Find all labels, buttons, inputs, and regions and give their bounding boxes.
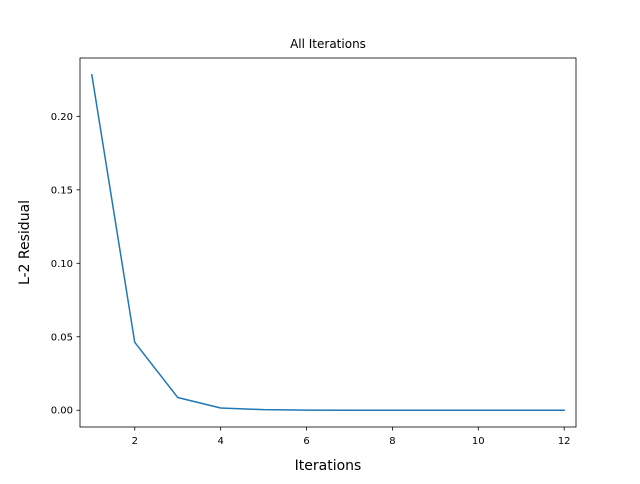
y-tick-label: 0.00 (51, 406, 73, 417)
x-tick-label: 10 (472, 436, 485, 447)
chart-title: All Iterations (290, 37, 366, 51)
x-axis-ticks: 2 4 6 8 10 12 (132, 427, 571, 447)
x-tick-label: 12 (558, 436, 571, 447)
y-tick-label: 0.10 (51, 259, 73, 270)
y-tick-label: 0.20 (51, 112, 73, 123)
y-tick-label: 0.05 (51, 332, 73, 343)
plot-frame (79, 57, 577, 428)
x-tick-label: 6 (303, 436, 309, 447)
x-tick-label: 8 (389, 436, 395, 447)
series-layer (90, 73, 565, 411)
y-axis-ticks: 0.00 0.05 0.10 0.15 0.20 (51, 112, 80, 417)
y-tick-label: 0.15 (51, 185, 73, 196)
series-line (90, 73, 565, 411)
y-axis-label: L-2 Residual (17, 200, 33, 285)
x-tick-label: 4 (217, 436, 223, 447)
x-tick-label: 2 (132, 436, 138, 447)
x-axis-label: Iterations (295, 458, 362, 474)
